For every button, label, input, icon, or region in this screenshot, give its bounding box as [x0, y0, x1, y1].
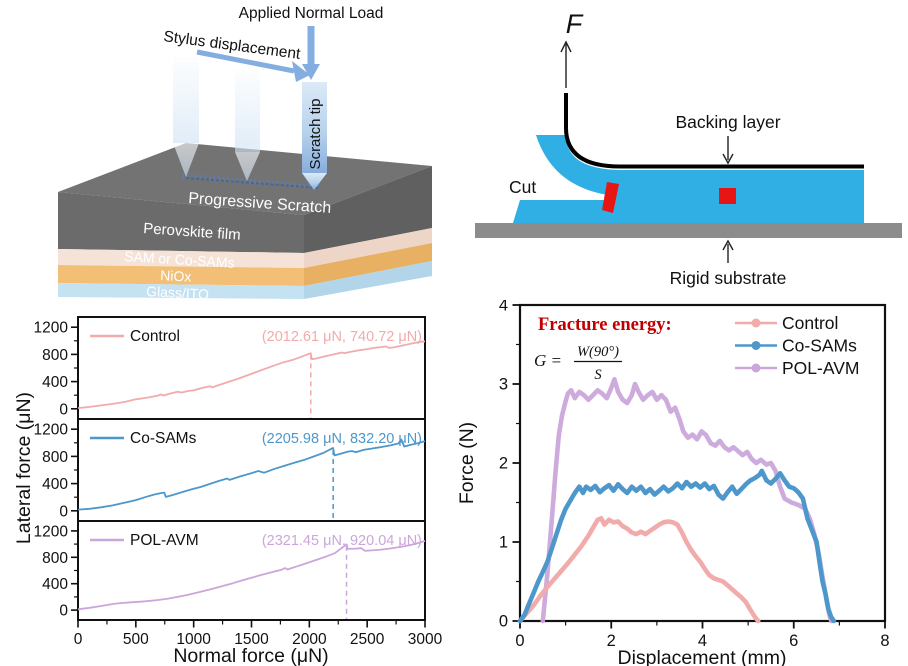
legend-label-Control: Control	[782, 313, 838, 333]
y-tick-label: 1200	[34, 422, 69, 439]
legend-marker-Control	[751, 318, 761, 328]
peel-force-chart: 0 1 2 3 4 0 2 4 6 8 Displacement (mm) Force (N) Frac…	[456, 300, 890, 666]
series-curve-Co-SAMs	[517, 468, 837, 624]
rigid-substrate-arrow	[722, 239, 734, 263]
applied-load-label: Applied Normal Load	[239, 5, 384, 22]
y-tick-label: 4	[499, 300, 508, 315]
glass-label: Glass/ITO	[146, 283, 210, 300]
legend-label-Co-SAMs: Co-SAMs	[782, 336, 857, 356]
glass-layer-right	[304, 261, 432, 299]
backing-layer-line	[564, 93, 864, 169]
sam-layer-front	[58, 249, 304, 268]
y-tick-label: 3	[499, 376, 508, 394]
scratch-tip-label: Scratch tip	[307, 99, 324, 170]
scratch-test-schematic: Scratch tip Applied Normal Load Stylus d…	[58, 5, 432, 300]
failure-annotation-Control: (2012.61 μN, 740.72 μN)	[262, 329, 422, 345]
rigid-substrate-bar	[475, 223, 902, 238]
y-tick-label: 0	[59, 503, 68, 520]
formula-lhs: G =	[534, 351, 562, 370]
scratch-track	[181, 173, 321, 190]
glass-layer-front	[58, 283, 304, 299]
y-tick-label: 0	[499, 613, 508, 631]
legend-label-POL-AVM: POL-AVM	[782, 358, 859, 378]
scratch-tip: Scratch tip	[302, 82, 327, 190]
x-axis-title: Normal force (μN)	[173, 645, 328, 666]
series-curve-Co-SAMs	[77, 438, 426, 511]
y-tick-label: 0	[59, 603, 68, 620]
x-tick-label: 3000	[408, 631, 443, 648]
series-curve-Control	[77, 340, 426, 409]
niox-layer-right	[304, 243, 432, 286]
peel-test-schematic: F Backing layer Cut Rigid substrate	[475, 9, 902, 288]
x-tick-label: 1500	[234, 631, 269, 648]
legend-label-Control: Control	[130, 328, 180, 345]
legend-label-Co-SAMs: Co-SAMs	[130, 430, 197, 447]
backing-layer-arrow	[722, 136, 734, 165]
crack-marker-middle	[719, 188, 736, 204]
peel-film	[513, 135, 864, 223]
rigid-substrate-label: Rigid substrate	[670, 268, 787, 288]
y-tick-label: 400	[42, 476, 68, 493]
niox-label: NiOx	[160, 267, 192, 285]
y-tick-label: 1200	[34, 523, 69, 540]
crack-marker-left	[602, 182, 619, 213]
niox-layer-front	[58, 265, 304, 286]
legend-marker-POL-AVM	[751, 363, 761, 373]
stylus-displacement-arrow	[196, 49, 310, 82]
x-tick-label: 2000	[292, 631, 327, 648]
cut-label: Cut	[509, 177, 536, 197]
y-tick-label: 400	[42, 374, 68, 391]
y-tick-label: 0	[59, 401, 68, 418]
x-tick-label: 1000	[176, 631, 211, 648]
fracture-energy-title: Fracture energy:	[538, 315, 672, 335]
formula-numerator: W(90°)	[577, 344, 619, 360]
y-tick-label: 1	[499, 534, 508, 552]
x-tick-label: 2	[607, 632, 616, 650]
stylus-ghost-2	[235, 70, 260, 181]
x-tick-label: 0	[74, 631, 83, 648]
y-axis-title: Lateral force (μN)	[13, 392, 35, 544]
perovskite-label: Perovskite film	[143, 220, 241, 244]
sam-label: SAM or Co-SAMs	[124, 248, 235, 271]
y-tick-label: 800	[42, 550, 68, 567]
legend-marker-Co-SAMs	[751, 341, 761, 350]
failure-annotation-Co-SAMs: (2205.98 μN, 832.20 μN)	[262, 431, 422, 447]
sam-layer-right	[304, 228, 432, 268]
y-tick-label: 1200	[34, 320, 69, 337]
x-tick-label: 500	[123, 631, 149, 648]
force-label: F	[566, 9, 584, 39]
y-tick-label: 2	[499, 455, 508, 473]
applied-load-arrow	[302, 26, 320, 80]
force-arrow	[560, 40, 572, 88]
x-tick-label: 4	[698, 632, 707, 650]
legend-label-POL-AVM: POL-AVM	[130, 532, 199, 549]
y-tick-label: 800	[42, 449, 68, 466]
backing-layer-label: Backing layer	[675, 112, 780, 132]
x-tick-label: 6	[789, 632, 798, 650]
y-axis-title: Force (N)	[456, 422, 478, 504]
x-tick-label: 8	[880, 632, 889, 650]
formula-denominator: S	[594, 367, 602, 383]
series-curve-Control	[517, 516, 761, 624]
failure-annotation-POL-AVM: (2321.45 μN, 920.04 μN)	[262, 533, 422, 549]
x-axis-title: Displacement (mm)	[617, 647, 786, 666]
y-tick-label: 400	[42, 576, 68, 593]
series-curve-POL-AVM	[540, 377, 834, 624]
y-tick-label: 800	[42, 347, 68, 364]
perovskite-right-face	[304, 166, 432, 253]
film-stack	[58, 143, 432, 299]
x-tick-label: 0	[515, 632, 524, 650]
stylus-ghost-1	[173, 57, 199, 177]
x-tick-label: 2500	[350, 631, 385, 648]
scratch-force-chart: 0 400 800 1200 Control (2012.61 μN, 740.72 μN…	[13, 316, 443, 666]
series-curve-POL-AVM	[77, 540, 426, 611]
perovskite-front-face	[58, 192, 304, 253]
